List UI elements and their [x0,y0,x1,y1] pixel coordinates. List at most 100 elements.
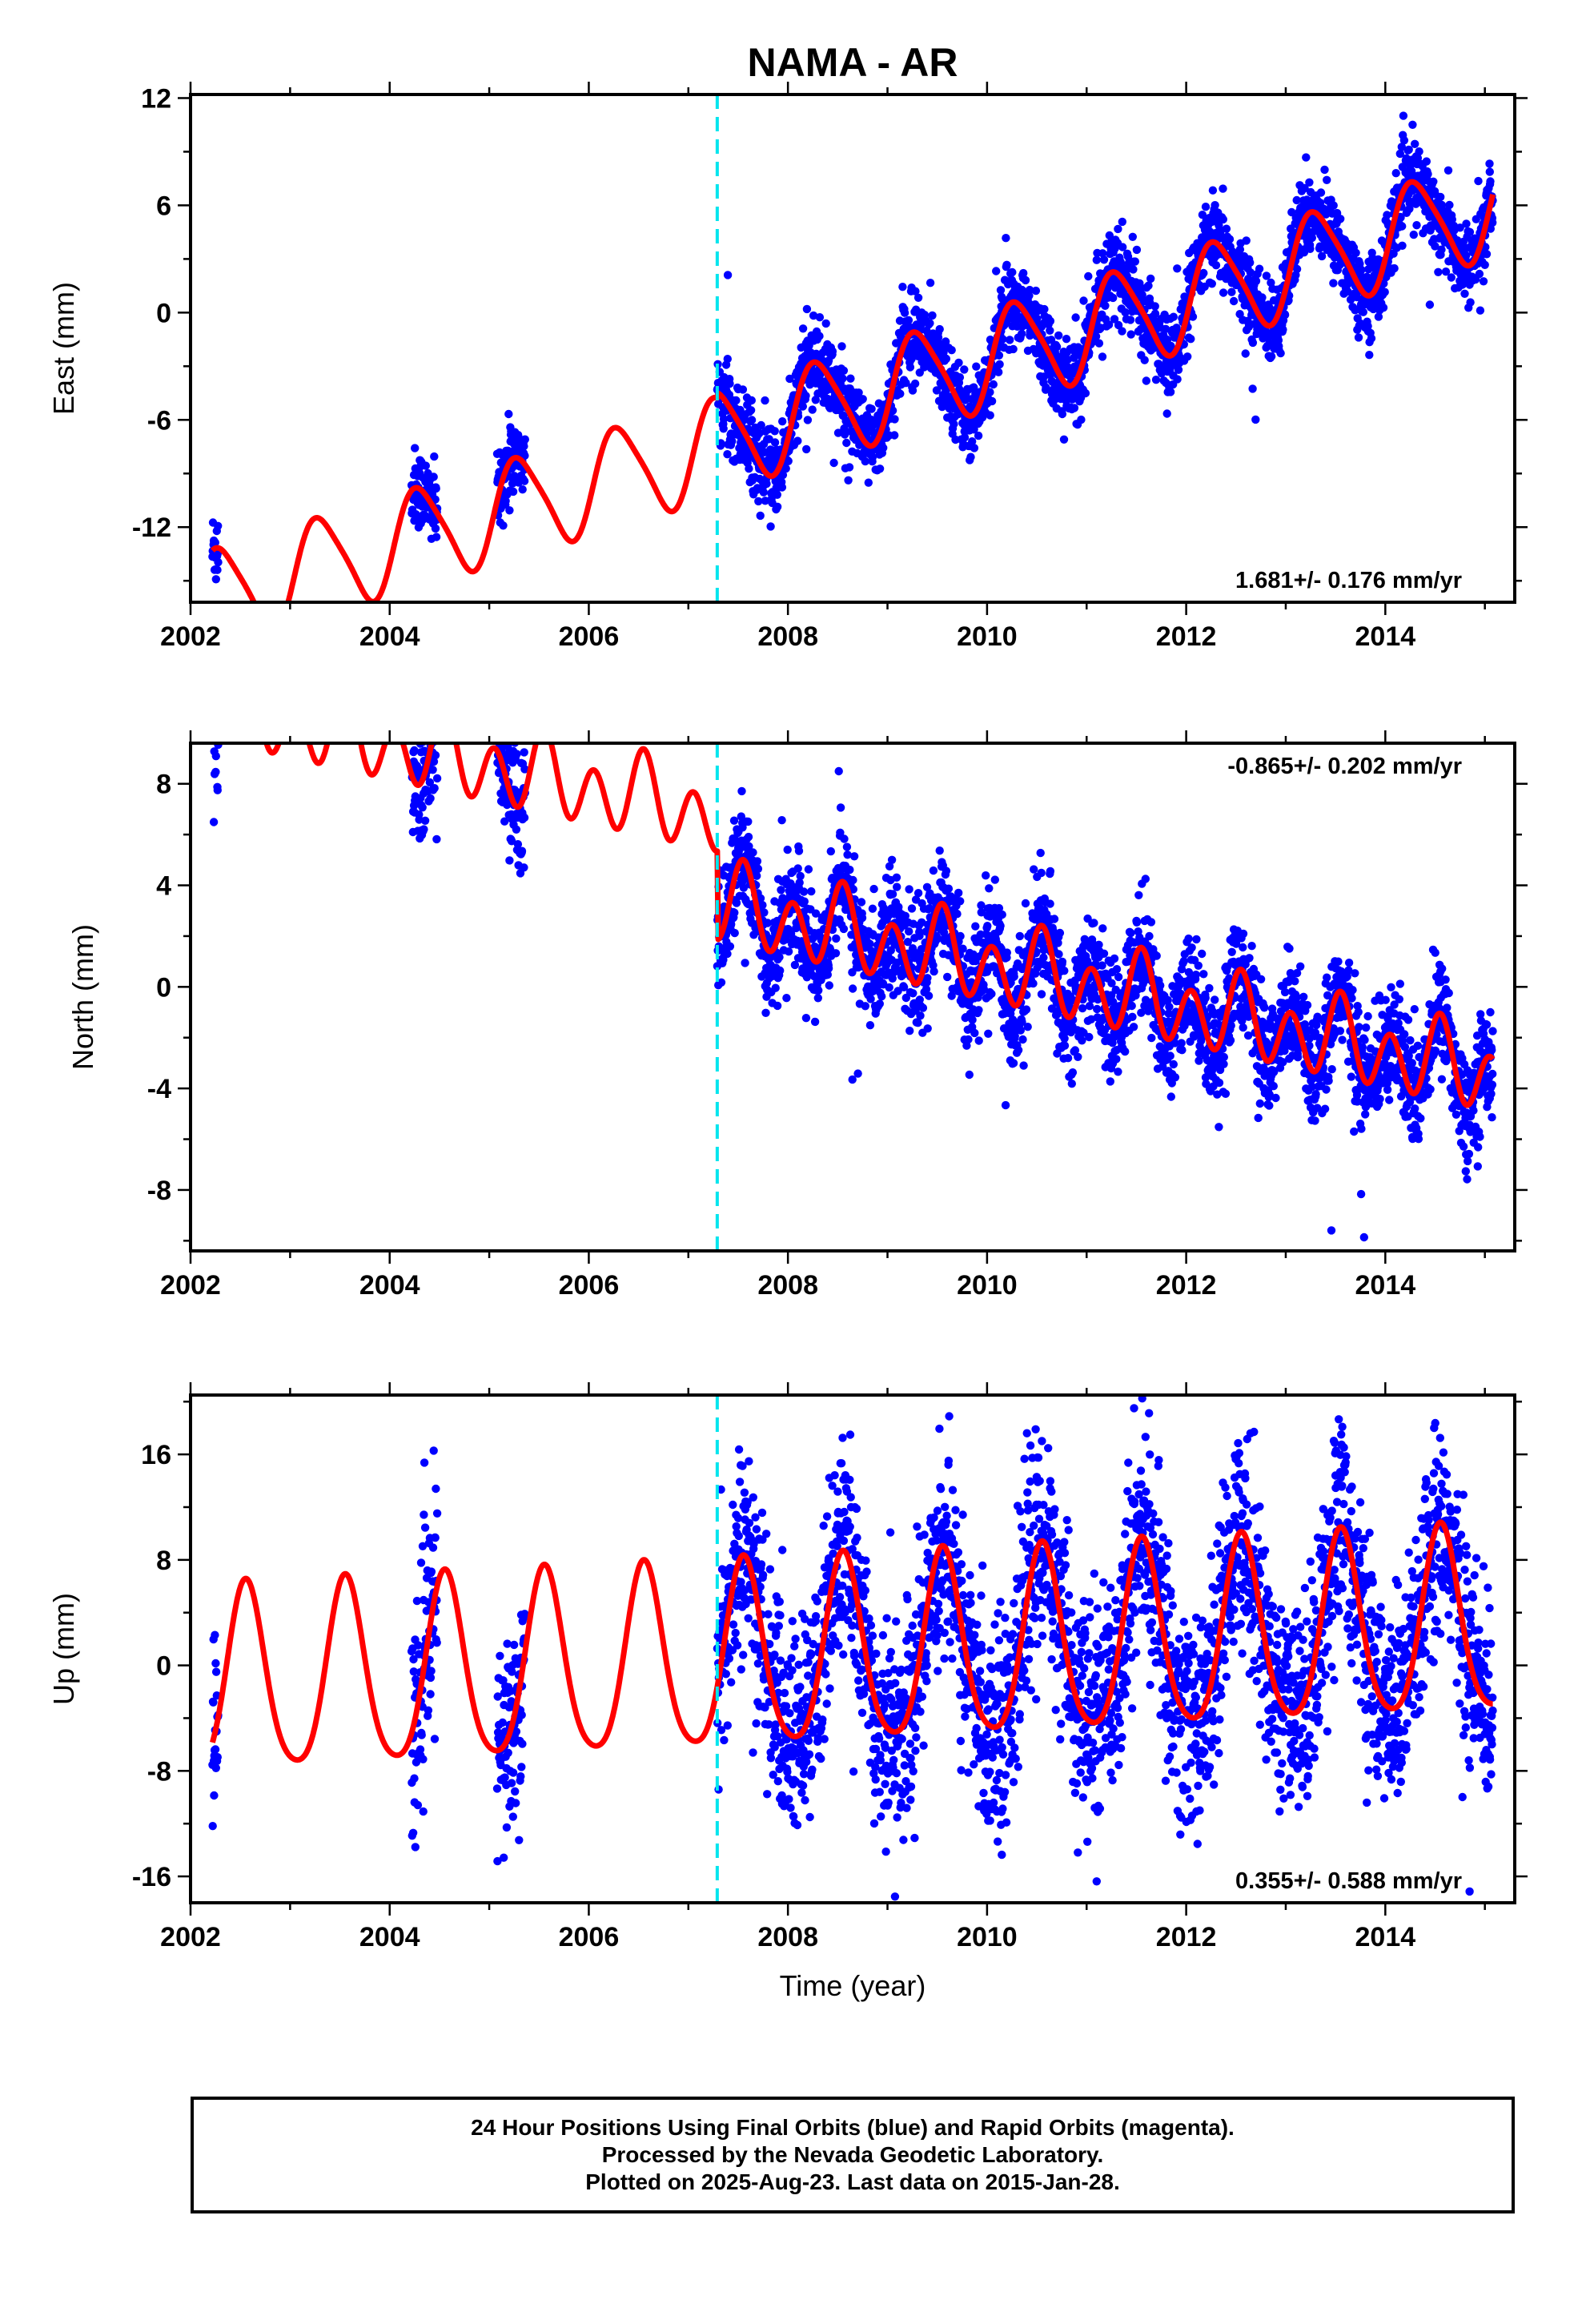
data-point [1018,1017,1026,1027]
data-point [994,368,1003,376]
data-point [1050,915,1059,923]
velocity-annotation: 1.681+/- 0.176 mm/yr [1235,568,1462,593]
x-tick-label: 2010 [957,621,1018,652]
data-point [921,985,931,994]
data-point [844,476,853,485]
data-point [503,722,511,730]
data-point [1132,918,1142,927]
data-point [1145,931,1154,941]
data-point [745,464,753,473]
data-point [849,875,857,885]
data-point [425,778,435,787]
data-point [1114,224,1122,234]
data-point [968,437,977,446]
data-point [910,379,920,388]
data-point [974,1036,983,1045]
data-point [798,324,808,333]
data-point [1429,177,1438,186]
data-point [958,944,967,953]
data-point [723,355,732,364]
data-point [501,497,510,505]
data-point [431,750,440,760]
data-point [212,724,220,732]
data-point [1117,260,1126,269]
data-point [1300,183,1309,193]
data-point [1279,325,1287,334]
data-point [500,817,509,826]
data-point [1246,268,1255,277]
data-point [1121,308,1130,317]
data-point [798,402,807,411]
data-point [1222,224,1231,233]
data-point [1084,271,1093,281]
data-point [495,731,503,739]
data-point [861,1002,870,1011]
data-point [1006,336,1014,344]
data-point [995,360,1004,369]
data-point [845,865,854,875]
data-point [1146,274,1155,283]
data-point [1021,899,1030,908]
data-point [994,903,1004,913]
data-point [756,894,765,903]
data-point [773,1001,782,1011]
data-point [811,909,821,918]
data-point [416,702,424,710]
data-point [747,396,756,405]
data-point [784,456,793,465]
data-point [1129,1023,1138,1031]
data-point [837,342,846,351]
data-point [972,362,981,371]
data-point [781,464,790,473]
data-point [505,506,514,515]
data-point [430,666,438,674]
data-point [1292,195,1301,205]
data-point [1174,365,1183,374]
data-point [1151,376,1161,384]
east-panel: 2002 2004 2006 2008 2010 2012 2014-12-60612Eas… [47,82,1528,652]
data-point [929,866,938,875]
y-tick-label: 6 [156,191,171,221]
data-point [974,431,983,440]
data-points [209,666,1497,1242]
data-point [1042,383,1050,392]
plot-frame [189,93,1516,604]
data-point [1141,875,1150,883]
data-point [1014,1046,1023,1055]
data-point [815,313,825,322]
data-point [1060,967,1069,975]
data-point [917,945,926,954]
data-point [427,689,435,697]
data-point [800,897,809,906]
data-point [520,765,529,774]
data-point [211,575,220,584]
data-point [730,908,739,917]
data-point [865,939,874,948]
data-point [1199,268,1208,278]
data-point [858,395,867,404]
data-point [826,846,836,856]
data-point [854,388,863,397]
data-point [501,730,509,738]
data-point [807,887,816,896]
data-point [506,730,514,738]
data-point [1048,377,1058,387]
x-tick-label: 2014 [1355,621,1416,652]
data-point [424,713,432,721]
data-point [513,840,523,849]
data-point [801,392,810,400]
data-point [1016,1026,1026,1035]
data-point [1105,231,1114,240]
data-point [728,436,737,446]
x-tick-label: 2002 [160,621,221,652]
data-point [777,815,786,825]
data-point [1235,245,1245,254]
data-point [1039,953,1048,962]
data-point [998,910,1006,919]
data-point [1023,1023,1032,1031]
data-point [1248,384,1257,393]
data-point [1022,1005,1031,1014]
data-point [987,396,997,406]
data-point [954,888,963,898]
data-point [411,444,420,452]
